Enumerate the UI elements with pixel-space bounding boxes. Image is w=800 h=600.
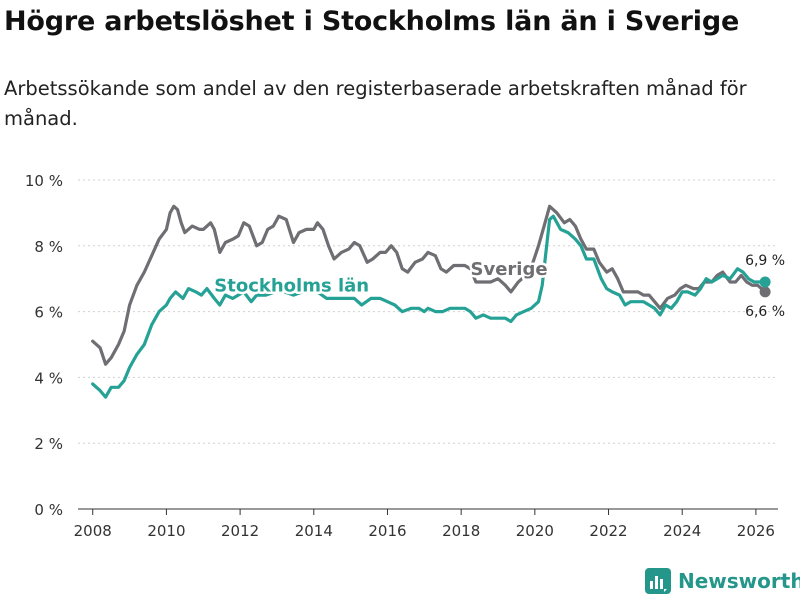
- x-tick-label: 2012: [221, 522, 259, 540]
- x-tick-label: 2016: [368, 522, 406, 540]
- x-tick-label: 2010: [147, 522, 185, 540]
- chart-subtitle: Arbetssökande som andel av den registerb…: [4, 77, 747, 130]
- x-tick-label: 2008: [74, 522, 112, 540]
- series-line-stockholms-l-n: [91, 214, 767, 399]
- y-tick-label: 2 %: [34, 435, 63, 453]
- grid-lines: [78, 179, 778, 444]
- x-tick-label: 2024: [663, 522, 701, 540]
- newsworthy-logo[interactable]: Newsworthy: [645, 568, 800, 594]
- x-tick-label: 2022: [589, 522, 627, 540]
- axes: 0 % 2 % 4 % 6 % 8 % 10 % 2008 2010 2012 2014 2016 2…: [25, 172, 778, 540]
- x-tick-label: 2018: [442, 522, 480, 540]
- y-tick-label: 6 %: [34, 304, 63, 322]
- x-tick-label: 2026: [737, 522, 775, 540]
- end-label-sverige: 6,6 %: [745, 304, 785, 320]
- y-tick-label: 10 %: [25, 172, 63, 190]
- x-tick-label: 2020: [516, 522, 554, 540]
- end-point-sverige: [759, 286, 771, 298]
- series-annotation-stockholms-l-n: Stockholms län: [214, 275, 369, 296]
- series-annotation-sverige: Sverige: [471, 259, 548, 280]
- end-point-stockholms-l-n: [759, 276, 771, 288]
- y-tick-label: 4 %: [34, 369, 63, 387]
- series-lines: [91, 204, 771, 399]
- newsworthy-logo-text: Newsworthy: [678, 569, 800, 593]
- series-labels: 6,9 % 6,6 % Sverige Stockholms län: [212, 253, 785, 320]
- y-tick-label: 8 %: [34, 238, 63, 256]
- newsworthy-logo-icon: [645, 568, 671, 594]
- y-tick-label: 0 %: [34, 501, 63, 519]
- chart-title: Högre arbetslöshet i Stockholms län än i…: [4, 6, 740, 37]
- series-line-sverige: [91, 204, 767, 366]
- x-tick-label: 2014: [295, 522, 333, 540]
- end-label-stockholms-lan: 6,9 %: [745, 253, 785, 269]
